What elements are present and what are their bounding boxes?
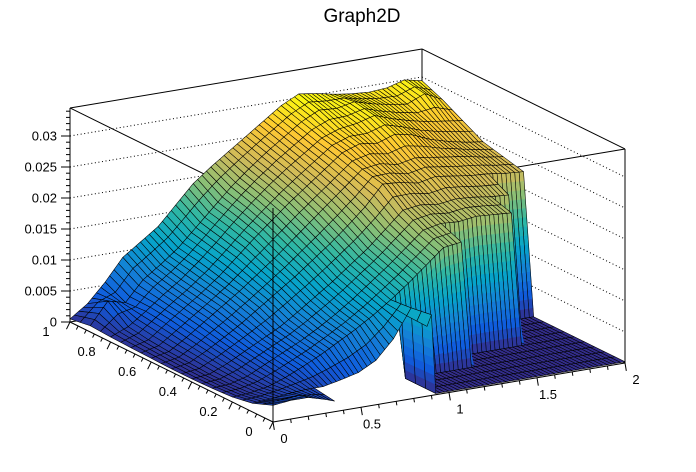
y-axis: 1 0.8 0.6 0.4 0.2 0 [42,321,274,439]
y-axis-tick-label: 0 [245,424,252,439]
chart-title: Graph2D [323,6,400,27]
surface-mesh [69,79,626,406]
z-axis: 0 0.005 0.01 0.015 0.02 0.025 0.03 [24,107,71,330]
x-axis-tick-label: 0 [280,431,287,446]
z-axis-tick-label: 0.01 [32,253,57,268]
y-axis-tick-label: 0.8 [78,344,96,359]
x-axis-tick-label: 1.5 [539,387,557,402]
z-axis-tick-label: 0.02 [32,191,57,206]
x-axis-tick-label: 1 [456,402,463,417]
z-axis-tick-label: 0.025 [24,160,57,175]
y-axis-tick-label: 0.2 [199,404,217,419]
z-axis-tick-label: 0.005 [24,284,57,299]
y-axis-tick-label: 0.4 [159,384,177,399]
x-axis-tick-label: 2 [632,372,639,387]
x-axis: 0 0.5 1 1.5 2 [272,362,640,446]
z-axis-tick-label: 0.015 [24,222,57,237]
y-axis-tick-label: 0.6 [118,364,136,379]
z-axis-tick-label: 0.03 [32,129,57,144]
y-axis-tick-label: 1 [42,324,49,339]
x-axis-tick-label: 0.5 [363,416,381,431]
z-axis-tick-label: 0 [50,315,57,330]
